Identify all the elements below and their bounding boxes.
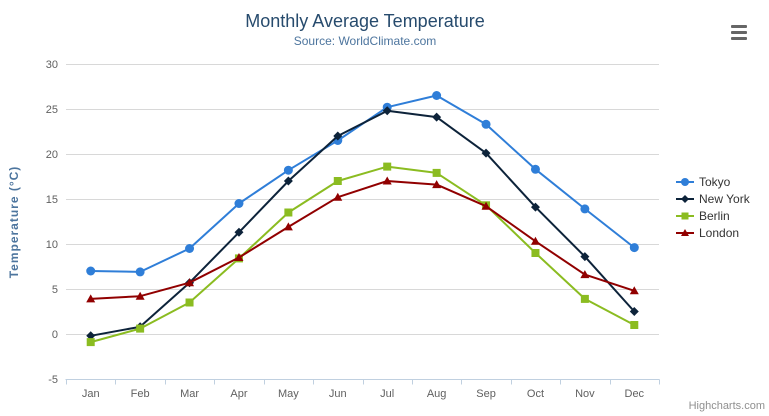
point-berlin-mar[interactable] <box>185 298 194 307</box>
point-berlin-oct[interactable] <box>531 249 540 257</box>
point-berlin-nov[interactable] <box>580 294 589 303</box>
x-tick-label-dec: Dec <box>625 388 645 400</box>
point-london-dec[interactable] <box>629 286 639 295</box>
point-london-feb[interactable] <box>135 291 145 300</box>
y-tick-label-15: 15 <box>46 194 58 206</box>
point-berlin-jul[interactable] <box>383 162 392 171</box>
legend-item-berlin[interactable]: Berlin <box>676 208 750 223</box>
series-new-york[interactable] <box>86 106 639 341</box>
point-new-york-jan[interactable] <box>86 331 96 341</box>
point-new-york-oct[interactable] <box>530 202 540 212</box>
legend-symbol-tokyo <box>681 177 689 186</box>
legend-marker-tokyo-icon <box>676 177 694 186</box>
point-london-nov[interactable] <box>580 270 590 279</box>
point-berlin-may[interactable] <box>284 208 293 217</box>
x-tick-label-apr: Apr <box>230 388 247 400</box>
series-london[interactable] <box>86 176 639 303</box>
point-berlin-jan[interactable] <box>86 338 95 347</box>
point-london-aug[interactable] <box>432 180 442 189</box>
legend-item-new-york[interactable]: New York <box>676 191 750 206</box>
point-london-apr[interactable] <box>234 253 244 261</box>
point-tokyo-oct[interactable] <box>530 164 540 174</box>
point-tokyo-sep[interactable] <box>481 119 491 129</box>
y-tick-label-20: 20 <box>46 149 58 161</box>
point-tokyo-mar[interactable] <box>185 244 195 253</box>
y-tick-label-0: 0 <box>52 329 58 341</box>
legend-label-london: London <box>699 225 740 240</box>
legend-label-tokyo: Tokyo <box>699 174 731 189</box>
point-new-york-dec[interactable] <box>629 307 639 316</box>
legend-label-berlin: Berlin <box>699 208 730 223</box>
series-tokyo[interactable] <box>86 91 639 277</box>
point-london-sep[interactable] <box>481 201 491 210</box>
point-berlin-feb[interactable] <box>136 324 145 333</box>
x-tick-label-may: May <box>278 388 299 400</box>
point-london-jun[interactable] <box>333 192 343 201</box>
point-tokyo-dec[interactable] <box>629 243 639 253</box>
legend-symbol-new-york <box>681 194 689 203</box>
legend-marker-london-icon <box>676 228 694 236</box>
legend-item-tokyo[interactable]: Tokyo <box>676 174 750 189</box>
y-tick-label-10: 10 <box>46 239 58 251</box>
point-tokyo-may[interactable] <box>283 165 293 175</box>
y-tick-label--5: -5 <box>48 374 58 386</box>
point-tokyo-nov[interactable] <box>580 204 590 214</box>
legend-label-new-york: New York <box>699 191 750 206</box>
y-tick-label-25: 25 <box>46 104 58 116</box>
point-berlin-dec[interactable] <box>630 321 639 329</box>
point-new-york-sep[interactable] <box>481 148 491 158</box>
y-tick-label-5: 5 <box>52 284 58 296</box>
export-menu-button[interactable] <box>729 23 749 42</box>
series-line-london <box>89 180 636 300</box>
series-line-tokyo <box>89 94 636 273</box>
legend-marker-berlin-icon <box>676 212 694 219</box>
point-tokyo-feb[interactable] <box>135 267 145 277</box>
x-tick-label-jan: Jan <box>82 388 100 400</box>
legend-item-london[interactable]: London <box>676 225 750 240</box>
legend: Tokyo New York Berlin London <box>676 174 750 240</box>
legend-marker-new-york-icon <box>676 194 694 203</box>
x-tick-label-aug: Aug <box>427 388 447 400</box>
x-tick-label-feb: Feb <box>131 388 150 400</box>
point-new-york-may[interactable] <box>283 176 293 186</box>
point-berlin-aug[interactable] <box>432 168 441 177</box>
point-london-may[interactable] <box>283 222 293 231</box>
hamburger-menu-icon <box>731 25 747 40</box>
point-london-jan[interactable] <box>86 294 96 303</box>
point-new-york-jun[interactable] <box>333 131 343 141</box>
point-new-york-nov[interactable] <box>580 252 590 262</box>
x-tick-label-oct: Oct <box>527 388 544 400</box>
legend-symbol-london <box>681 228 689 236</box>
point-london-oct[interactable] <box>530 236 540 245</box>
x-tick-label-sep: Sep <box>476 388 496 400</box>
y-tick-label-30: 30 <box>46 59 58 71</box>
point-new-york-aug[interactable] <box>432 112 442 122</box>
credits-link[interactable]: Highcharts.com <box>688 400 765 412</box>
series-line-berlin <box>89 165 636 344</box>
point-new-york-apr[interactable] <box>234 227 244 237</box>
x-tick-label-jun: Jun <box>329 388 347 400</box>
x-tick-label-jul: Jul <box>380 388 394 400</box>
legend-symbol-berlin <box>681 212 689 219</box>
x-tick-label-mar: Mar <box>180 388 199 400</box>
point-tokyo-jan[interactable] <box>86 266 96 276</box>
point-new-york-jul[interactable] <box>382 106 392 116</box>
point-tokyo-apr[interactable] <box>234 199 244 208</box>
point-london-jul[interactable] <box>382 176 392 185</box>
x-tick-label-nov: Nov <box>575 388 595 400</box>
series-line-new-york <box>89 109 636 337</box>
chart-title: Monthly Average Temperature <box>245 11 485 31</box>
point-tokyo-aug[interactable] <box>432 91 442 100</box>
point-berlin-jun[interactable] <box>333 177 342 185</box>
chart-subtitle: Source: WorldClimate.com <box>293 34 437 48</box>
point-london-mar[interactable] <box>185 278 195 287</box>
